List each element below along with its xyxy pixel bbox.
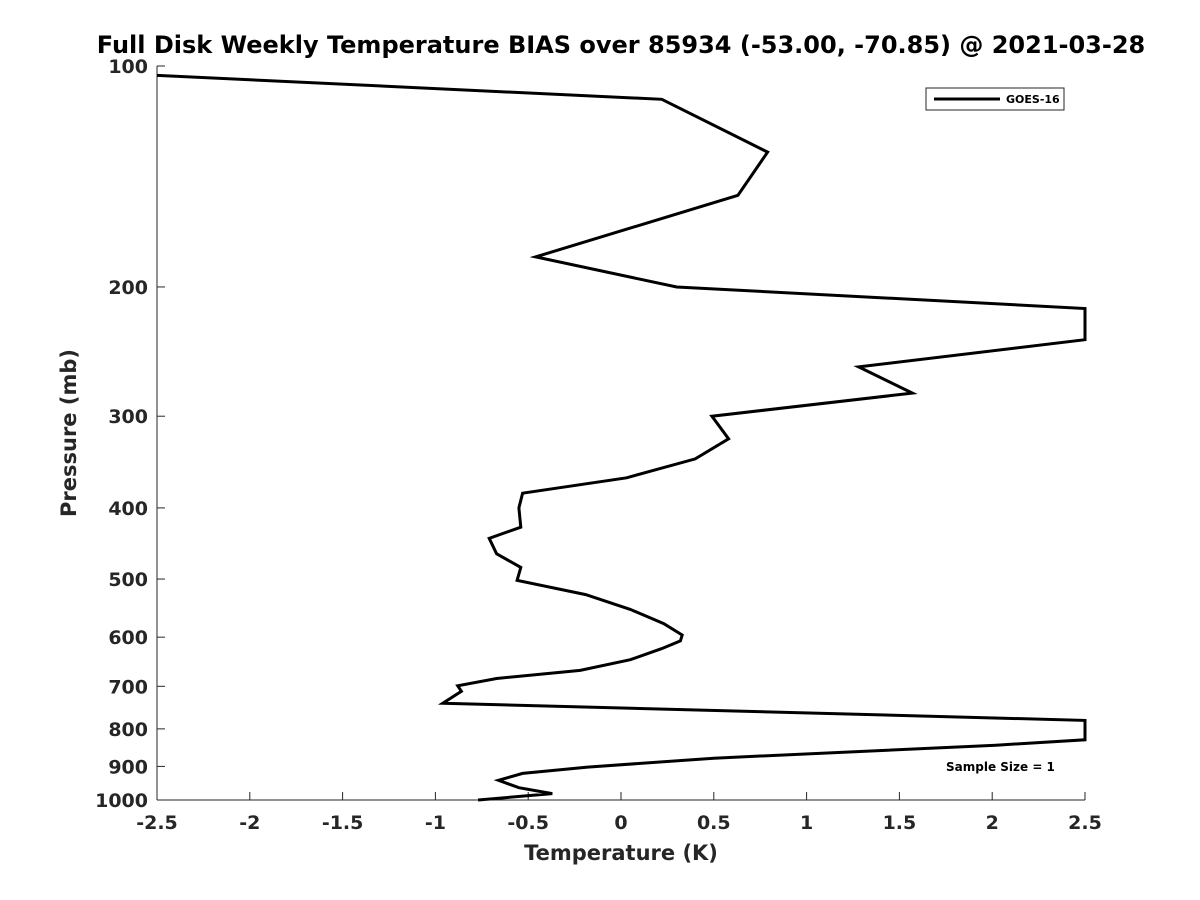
series-layer: [156, 73, 1087, 802]
x-tick-label: 2: [986, 812, 999, 834]
sample-size-annotation: Sample Size = 1: [946, 760, 1055, 774]
legend: GOES-16: [925, 87, 1065, 111]
y-tick-label: 700: [108, 676, 148, 698]
y-tick-label: 900: [108, 756, 148, 778]
x-tick-label: -2: [239, 812, 260, 834]
chart-title: Full Disk Weekly Temperature BIAS over 8…: [97, 31, 1145, 59]
x-tick-label: -0.5: [507, 812, 549, 834]
x-tick-label: 1: [800, 812, 813, 834]
x-tick-label: -2.5: [136, 812, 178, 834]
x-tick-label: 2.5: [1068, 812, 1102, 834]
series-line-goes-16: [156, 73, 1087, 802]
y-tick-label: 300: [108, 406, 148, 428]
x-tick-label: 0: [614, 812, 627, 834]
x-ticks: -2.5 -2 -1.5 -1 -0.5 0 0.5 1 1.5 2 2.5: [136, 792, 1102, 834]
x-tick-label: 1.5: [883, 812, 917, 834]
y-axis-label: Pressure (mb): [57, 349, 81, 517]
y-tick-label: 200: [108, 277, 148, 299]
y-tick-label: 500: [108, 569, 148, 591]
y-tick-label: 800: [108, 719, 148, 741]
legend-label: GOES-16: [1006, 93, 1060, 106]
y-tick-label: 100: [108, 56, 148, 78]
y-ticks: 100 200 300 400 500 600 700 800 900 1000: [95, 56, 165, 812]
y-tick-label: 400: [108, 498, 148, 520]
x-tick-label: 0.5: [697, 812, 731, 834]
y-tick-label: 600: [108, 627, 148, 649]
y-tick-label: 1000: [95, 790, 148, 812]
x-tick-label: -1: [425, 812, 446, 834]
x-tick-label: -1.5: [322, 812, 364, 834]
x-axis-label: Temperature (K): [524, 841, 718, 865]
